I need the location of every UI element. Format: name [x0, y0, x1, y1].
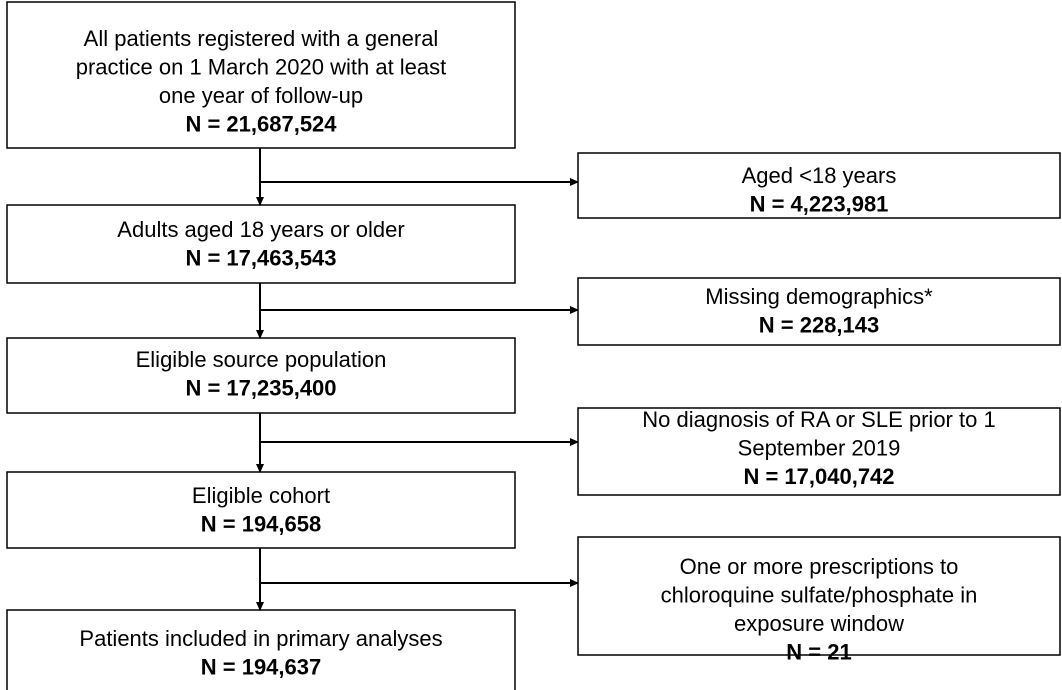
box-count: N = 17,463,543	[185, 245, 336, 270]
box-count: N = 21,687,524	[185, 111, 337, 136]
box-text: one year of follow-up	[159, 83, 363, 108]
box	[577, 277, 1061, 346]
box-text: Aged <18 years	[742, 163, 897, 188]
box-count: N = 21	[786, 639, 851, 664]
box-text: September 2019	[738, 435, 901, 460]
box-text: chloroquine sulfate/phosphate in	[661, 582, 978, 607]
box-text: practice on 1 March 2020 with at least	[76, 54, 447, 79]
box-count: N = 228,143	[759, 312, 879, 337]
box-count: N = 17,040,742	[743, 464, 894, 489]
box	[577, 407, 1061, 496]
box-text: Missing demographics*	[705, 284, 933, 309]
box	[6, 1, 516, 149]
box-text: One or more prescriptions to	[680, 554, 959, 579]
box-text: No diagnosis of RA or SLE prior to 1	[642, 407, 995, 432]
box-text: Eligible source population	[136, 347, 387, 372]
box-count: N = 194,637	[201, 654, 321, 679]
box	[577, 536, 1061, 656]
box	[6, 204, 516, 284]
box-count: N = 4,223,981	[750, 191, 889, 216]
box-text: exposure window	[734, 611, 904, 636]
box-count: N = 194,658	[201, 511, 321, 536]
box-text: All patients registered with a general	[84, 26, 439, 51]
box	[6, 471, 516, 549]
box-text: Adults aged 18 years or older	[117, 217, 404, 242]
box-text: Eligible cohort	[192, 483, 330, 508]
box-count: N = 17,235,400	[185, 375, 336, 400]
box-text: Patients included in primary analyses	[79, 626, 442, 651]
